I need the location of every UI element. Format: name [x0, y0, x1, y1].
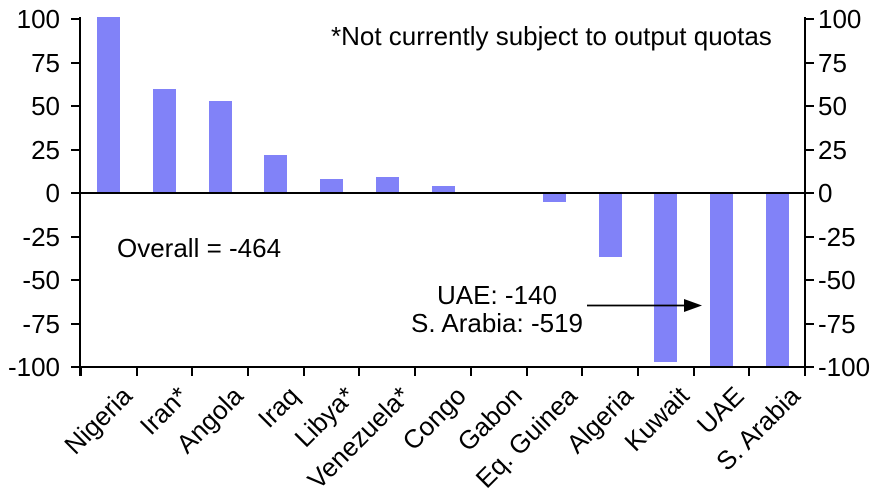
bar-nigeria — [97, 17, 121, 193]
bar-congo — [431, 186, 455, 193]
y-tick-left--25 — [71, 235, 79, 238]
y-tick-label-left--50: -50 — [22, 265, 60, 295]
x-tick-13 — [804, 367, 806, 376]
annotation-arrow-icon — [587, 299, 702, 312]
x-tick-5 — [358, 367, 361, 376]
y-tick-label-left-100: 100 — [16, 4, 60, 34]
y-tick-left--50 — [71, 279, 79, 281]
bar-kuwait — [654, 193, 678, 362]
bar-algeria — [598, 193, 622, 258]
y-tick-label-right--25: -25 — [818, 221, 856, 252]
y-tick-right-0 — [806, 192, 814, 194]
uae-annotation-line1: UAE: -140 — [437, 280, 557, 310]
y-tick-label-left-0: 0 — [45, 178, 60, 208]
y-tick-label-right-0: 0 — [818, 178, 833, 208]
y-tick-label-right--75: -75 — [818, 308, 856, 339]
y-axis-right — [804, 17, 806, 376]
bar-angola — [208, 100, 232, 193]
y-tick-right-100 — [806, 18, 814, 20]
y-tick-right--50 — [806, 279, 814, 281]
bar-uae — [709, 193, 733, 367]
y-tick-right--100 — [806, 366, 814, 368]
y-tick-label-left--25: -25 — [22, 221, 60, 252]
y-tick-label-right-100: 100 — [818, 4, 862, 34]
bar-libya — [320, 179, 344, 193]
y-tick-label-right--50: -50 — [818, 265, 856, 295]
overall-total-label: Overall = -464 — [117, 233, 282, 263]
y-tick-label-right-50: 50 — [818, 91, 847, 121]
x-tick-7 — [469, 367, 472, 376]
y-tick-right--75 — [806, 322, 814, 325]
zero-baseline — [79, 192, 806, 194]
x-tick-10 — [636, 367, 639, 376]
bar-s-arabia — [765, 193, 789, 367]
bar-eq-guinea — [542, 193, 566, 202]
x-tick-11 — [692, 367, 695, 376]
y-tick-right-75 — [806, 61, 814, 64]
bar-iraq — [264, 154, 288, 193]
x-tick-0 — [80, 367, 82, 376]
y-tick-left-0 — [71, 192, 79, 194]
y-tick-label-left--75: -75 — [22, 308, 60, 339]
x-tick-6 — [414, 367, 417, 376]
y-tick-label-right-75: 75 — [818, 47, 847, 78]
y-tick-left-75 — [71, 61, 79, 64]
uae-annotation-line2: S. Arabia: -519 — [411, 308, 583, 338]
y-tick-label-right-25: 25 — [818, 134, 847, 165]
y-tick-right-25 — [806, 148, 814, 151]
y-tick-left-100 — [71, 18, 79, 20]
uae-sarabia-annotation: UAE: -140 S. Arabia: -519 — [377, 281, 617, 337]
y-tick-left--75 — [71, 322, 79, 325]
x-tick-1 — [135, 367, 138, 376]
y-tick-right-50 — [806, 105, 814, 107]
x-tick-12 — [748, 367, 751, 376]
x-axis — [79, 366, 806, 368]
x-tick-2 — [191, 367, 194, 376]
y-tick-label-left-75: 75 — [31, 47, 60, 78]
y-tick-left-50 — [71, 105, 79, 107]
quota-footnote: *Not currently subject to output quotas — [331, 21, 772, 51]
y-tick-label-right--100: -100 — [818, 352, 871, 382]
x-tick-3 — [247, 367, 250, 376]
x-tick-8 — [525, 367, 528, 376]
bar-venezuela — [375, 177, 399, 193]
x-tick-9 — [581, 367, 584, 376]
y-tick-right--25 — [806, 235, 814, 238]
y-tick-label-left-50: 50 — [31, 91, 60, 121]
y-tick-label-left--100: -100 — [7, 352, 60, 382]
bar-iran — [153, 88, 177, 193]
x-tick-4 — [302, 367, 305, 376]
y-tick-left--100 — [71, 366, 79, 368]
y-tick-left-25 — [71, 148, 79, 151]
y-axis-left — [79, 17, 81, 376]
y-tick-label-left-25: 25 — [31, 134, 60, 165]
